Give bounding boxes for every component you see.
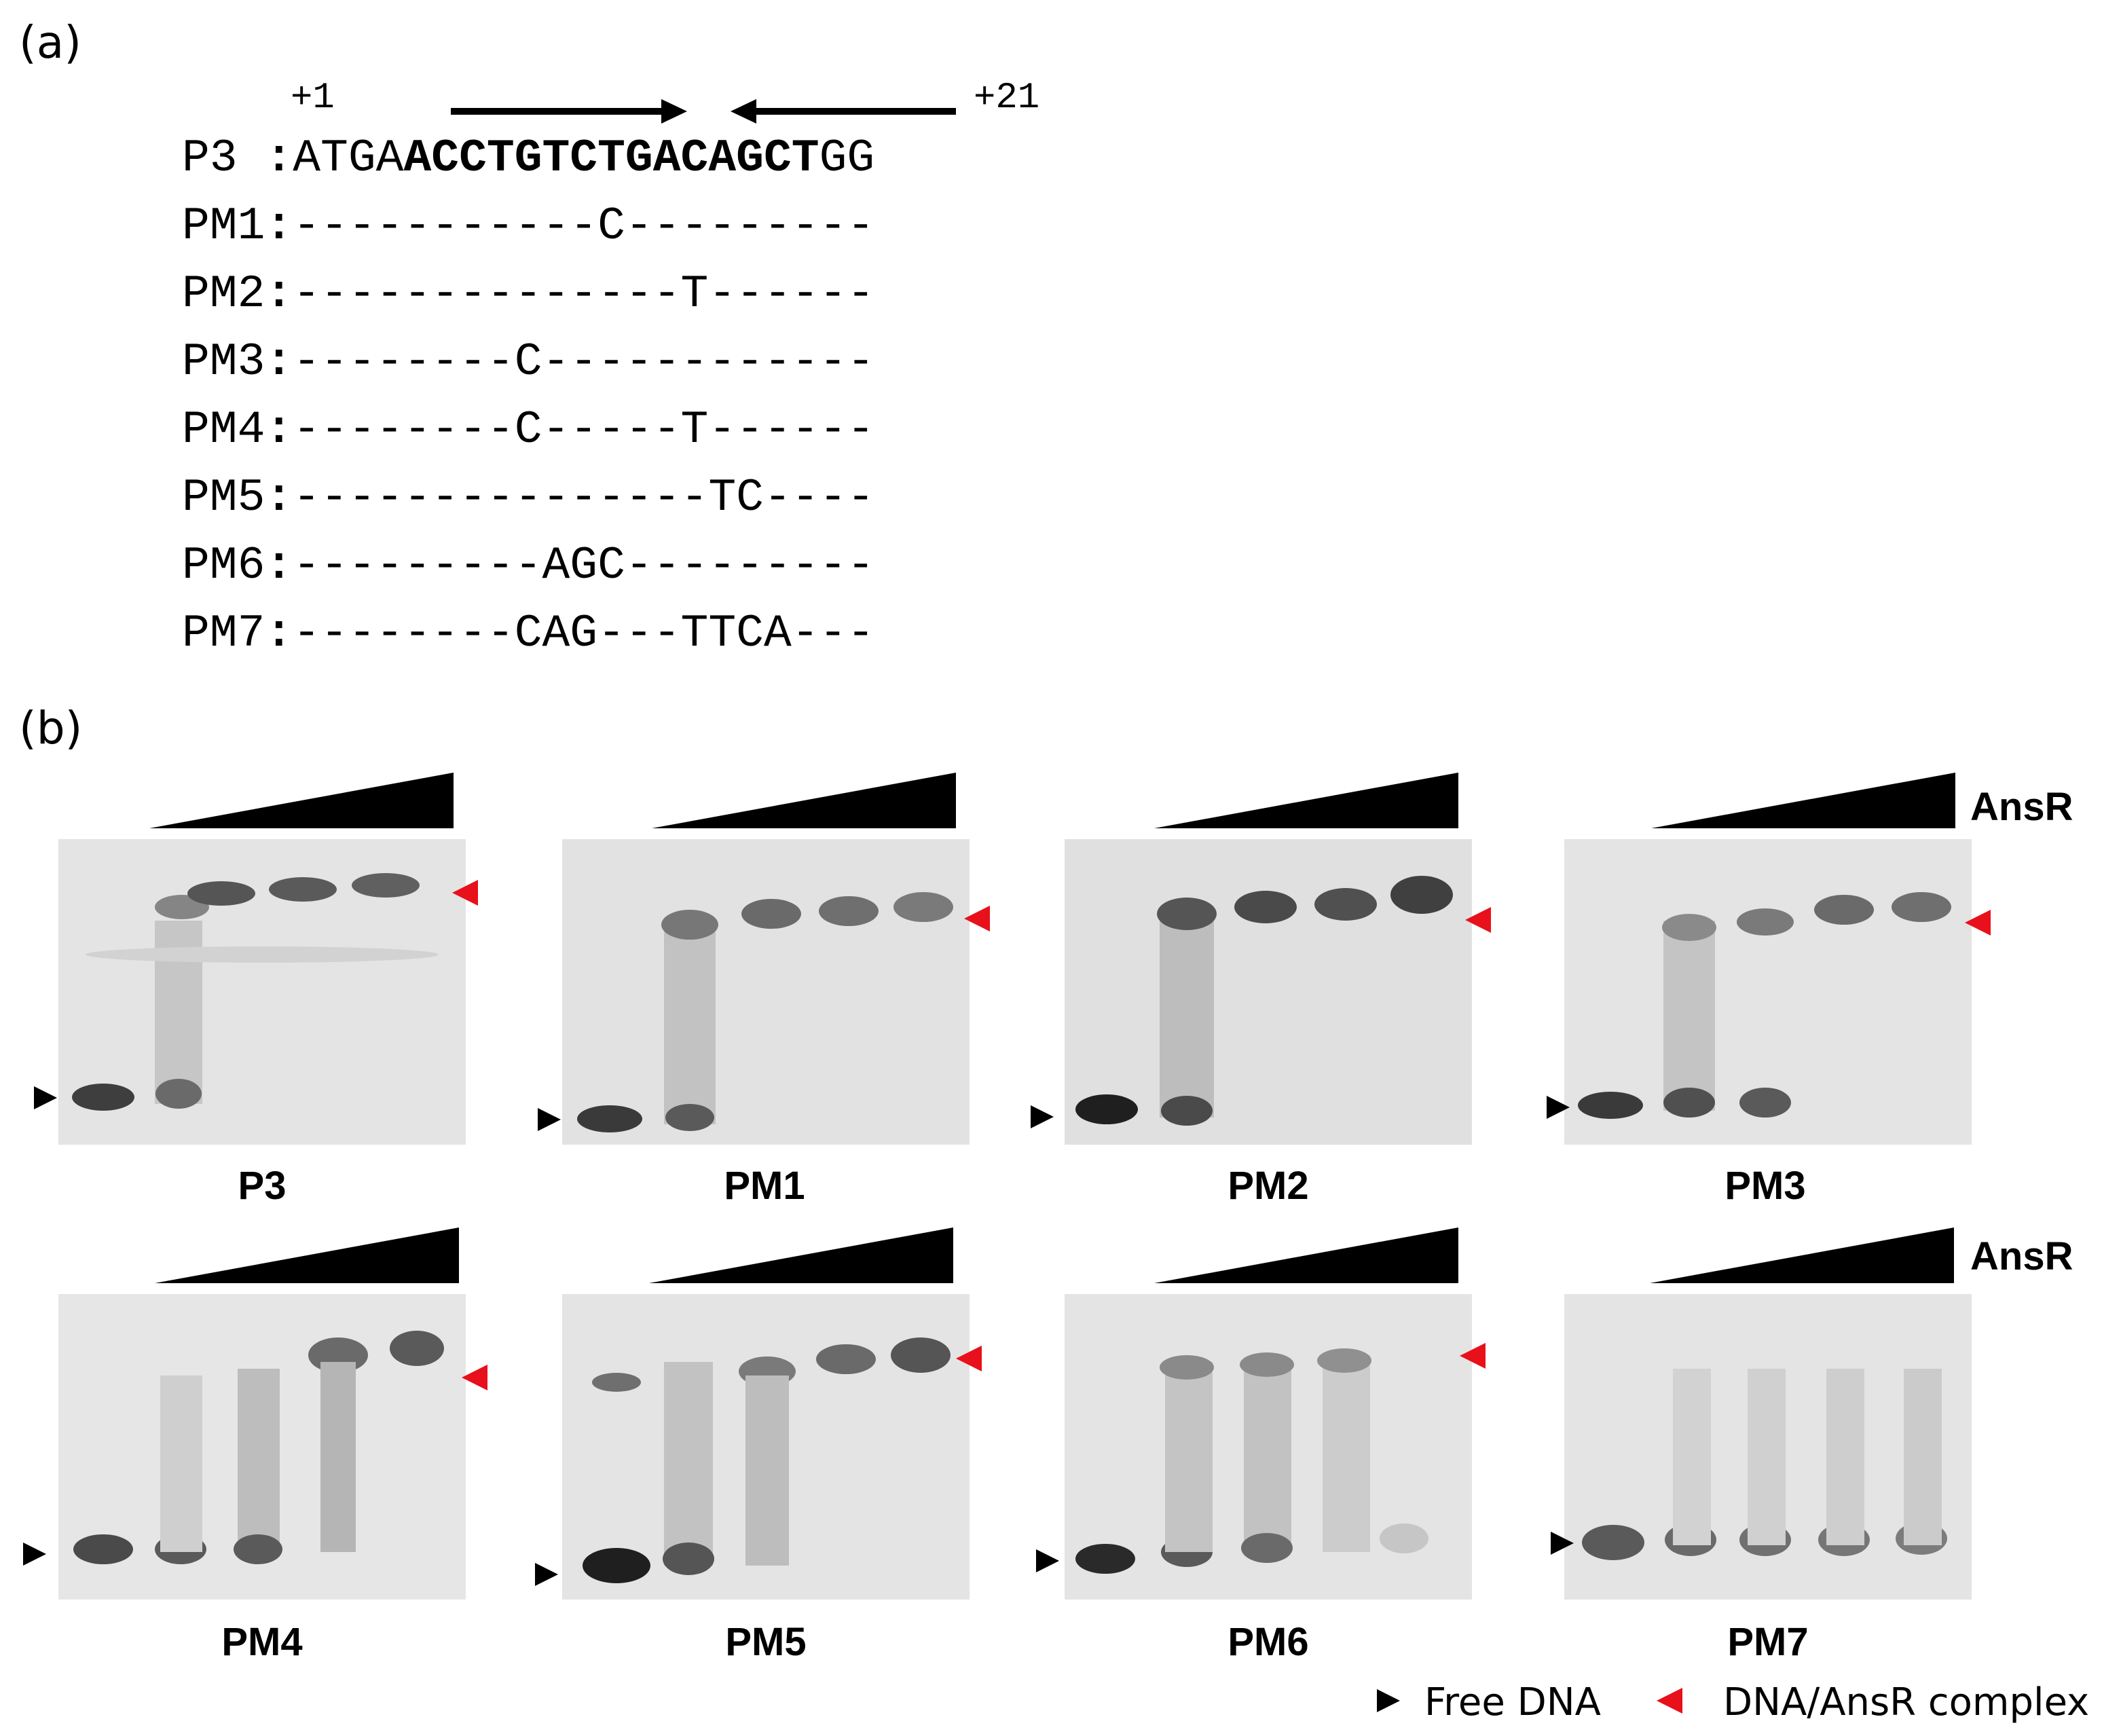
sequence-name: PM7 — [182, 608, 265, 660]
sequence-row-pm6: PM6:---------AGC--------- — [182, 543, 874, 589]
legend-free-dna-label: Free DNA — [1424, 1680, 1601, 1724]
free-dna-marker-pm5 — [535, 1563, 558, 1586]
sequence-mutations: ---------AGC--------- — [293, 540, 875, 592]
sequence-row-pm2: PM2:--------------T------ — [182, 272, 874, 318]
sequence-mutations: --------C------------ — [293, 336, 875, 388]
gel-title-pm1: PM1 — [724, 1164, 805, 1208]
sequence-name: P3 — [182, 132, 265, 185]
sequence-mutations: --------------T------ — [293, 268, 875, 320]
sequence-colon: : — [265, 132, 293, 185]
sequence-name: PM5 — [182, 472, 265, 524]
concentration-wedge-pm2 — [1154, 773, 1458, 828]
sequence-row-pm7: PM7:--------CAG---TTCA--- — [182, 611, 874, 657]
sequence-prefix: ATGA — [293, 132, 404, 185]
sequence-colon: : — [265, 404, 293, 456]
sequence-name: PM3 — [182, 336, 265, 388]
sequence-mutations: --------CAG---TTCA--- — [293, 608, 875, 660]
complex-marker-pm3 — [1965, 910, 1991, 936]
gel-title-pm7: PM7 — [1727, 1620, 1809, 1664]
sequence-name: PM6 — [182, 540, 265, 592]
sequence-colon: : — [265, 540, 293, 592]
complex-marker-pm2 — [1465, 907, 1491, 933]
free-dna-marker-p3 — [34, 1086, 57, 1109]
position-start-label: +1 — [291, 77, 335, 119]
free-dna-marker-pm7 — [1551, 1532, 1574, 1555]
sequence-name: PM2 — [182, 268, 265, 320]
gel-title-pm2: PM2 — [1228, 1164, 1309, 1208]
left-arrow — [731, 99, 956, 124]
gel-title-pm4: PM4 — [221, 1620, 303, 1664]
concentration-wedge-pm3 — [1651, 773, 1955, 828]
gel-image-pm1 — [562, 839, 970, 1145]
sequence-colon: : — [265, 472, 293, 524]
sequence-name: PM1 — [182, 200, 265, 253]
sequence-motif: ACCTGTCTGACAGCT — [403, 132, 819, 185]
concentration-wedge-pm4 — [155, 1227, 459, 1283]
sequence-row-pm1: PM1:-----------C--------- — [182, 204, 874, 250]
sequence-colon: : — [265, 336, 293, 388]
legend-free-dna-marker — [1377, 1689, 1400, 1712]
sequence-row-p3: P3 :ATGAACCTGTCTGACAGCTGG — [182, 136, 874, 182]
gel-title-pm6: PM6 — [1228, 1620, 1309, 1664]
right-arrow — [451, 99, 687, 124]
gel-image-pm2 — [1065, 839, 1472, 1145]
sequence-mutations: --------C-----T------ — [293, 404, 875, 456]
sequence-name: PM4 — [182, 404, 265, 456]
complex-marker-p3 — [452, 880, 478, 906]
gel-title-pm5: PM5 — [725, 1620, 807, 1664]
gel-image-pm5 — [562, 1294, 970, 1600]
concentration-wedge-pm7 — [1650, 1227, 1954, 1283]
sequence-row-pm3: PM3:--------C------------ — [182, 339, 874, 386]
gel-title-p3: P3 — [238, 1164, 287, 1208]
sequence-mutations: ---------------TC---- — [293, 472, 875, 524]
free-dna-marker-pm1 — [538, 1108, 561, 1131]
complex-marker-pm6 — [1460, 1343, 1486, 1369]
position-end-label: +21 — [974, 77, 1040, 119]
gel-image-p3 — [58, 839, 466, 1145]
sequence-colon: : — [265, 608, 293, 660]
sequence-row-pm5: PM5:---------------TC---- — [182, 475, 874, 521]
gel-image-pm4 — [58, 1294, 466, 1600]
concentration-wedge-pm1 — [652, 773, 956, 828]
sequence-colon: : — [265, 268, 293, 320]
complex-marker-pm4 — [462, 1365, 487, 1390]
free-dna-marker-pm4 — [23, 1543, 46, 1566]
concentration-wedge-p3 — [149, 773, 454, 828]
legend-complex-marker — [1657, 1688, 1682, 1714]
concentration-wedge-pm6 — [1154, 1227, 1458, 1283]
gel-image-pm3 — [1564, 839, 1972, 1145]
sequence-colon: : — [265, 200, 293, 253]
gel-title-pm3: PM3 — [1725, 1164, 1806, 1208]
complex-marker-pm5 — [956, 1346, 982, 1371]
free-dna-marker-pm3 — [1547, 1096, 1570, 1119]
concentration-wedge-pm5 — [649, 1227, 953, 1283]
sequence-mutations: -----------C--------- — [293, 200, 875, 253]
gel-image-pm6 — [1065, 1294, 1472, 1600]
ansr-label-bottom: AnsR — [1970, 1234, 2073, 1278]
free-dna-marker-pm2 — [1031, 1105, 1054, 1128]
free-dna-marker-pm6 — [1036, 1549, 1059, 1572]
panel-b-label: (b) — [19, 702, 83, 754]
panel-a-label: (a) — [19, 16, 81, 69]
gel-image-pm7 — [1564, 1294, 1972, 1600]
inverted-repeat-arrows — [451, 99, 956, 124]
complex-marker-pm1 — [964, 906, 990, 931]
legend-complex-label: DNA/AnsR complex — [1723, 1680, 2090, 1724]
sequence-row-pm4: PM4:--------C-----T------ — [182, 407, 874, 454]
ansr-label-top: AnsR — [1970, 785, 2073, 829]
sequence-suffix: GG — [819, 132, 875, 185]
